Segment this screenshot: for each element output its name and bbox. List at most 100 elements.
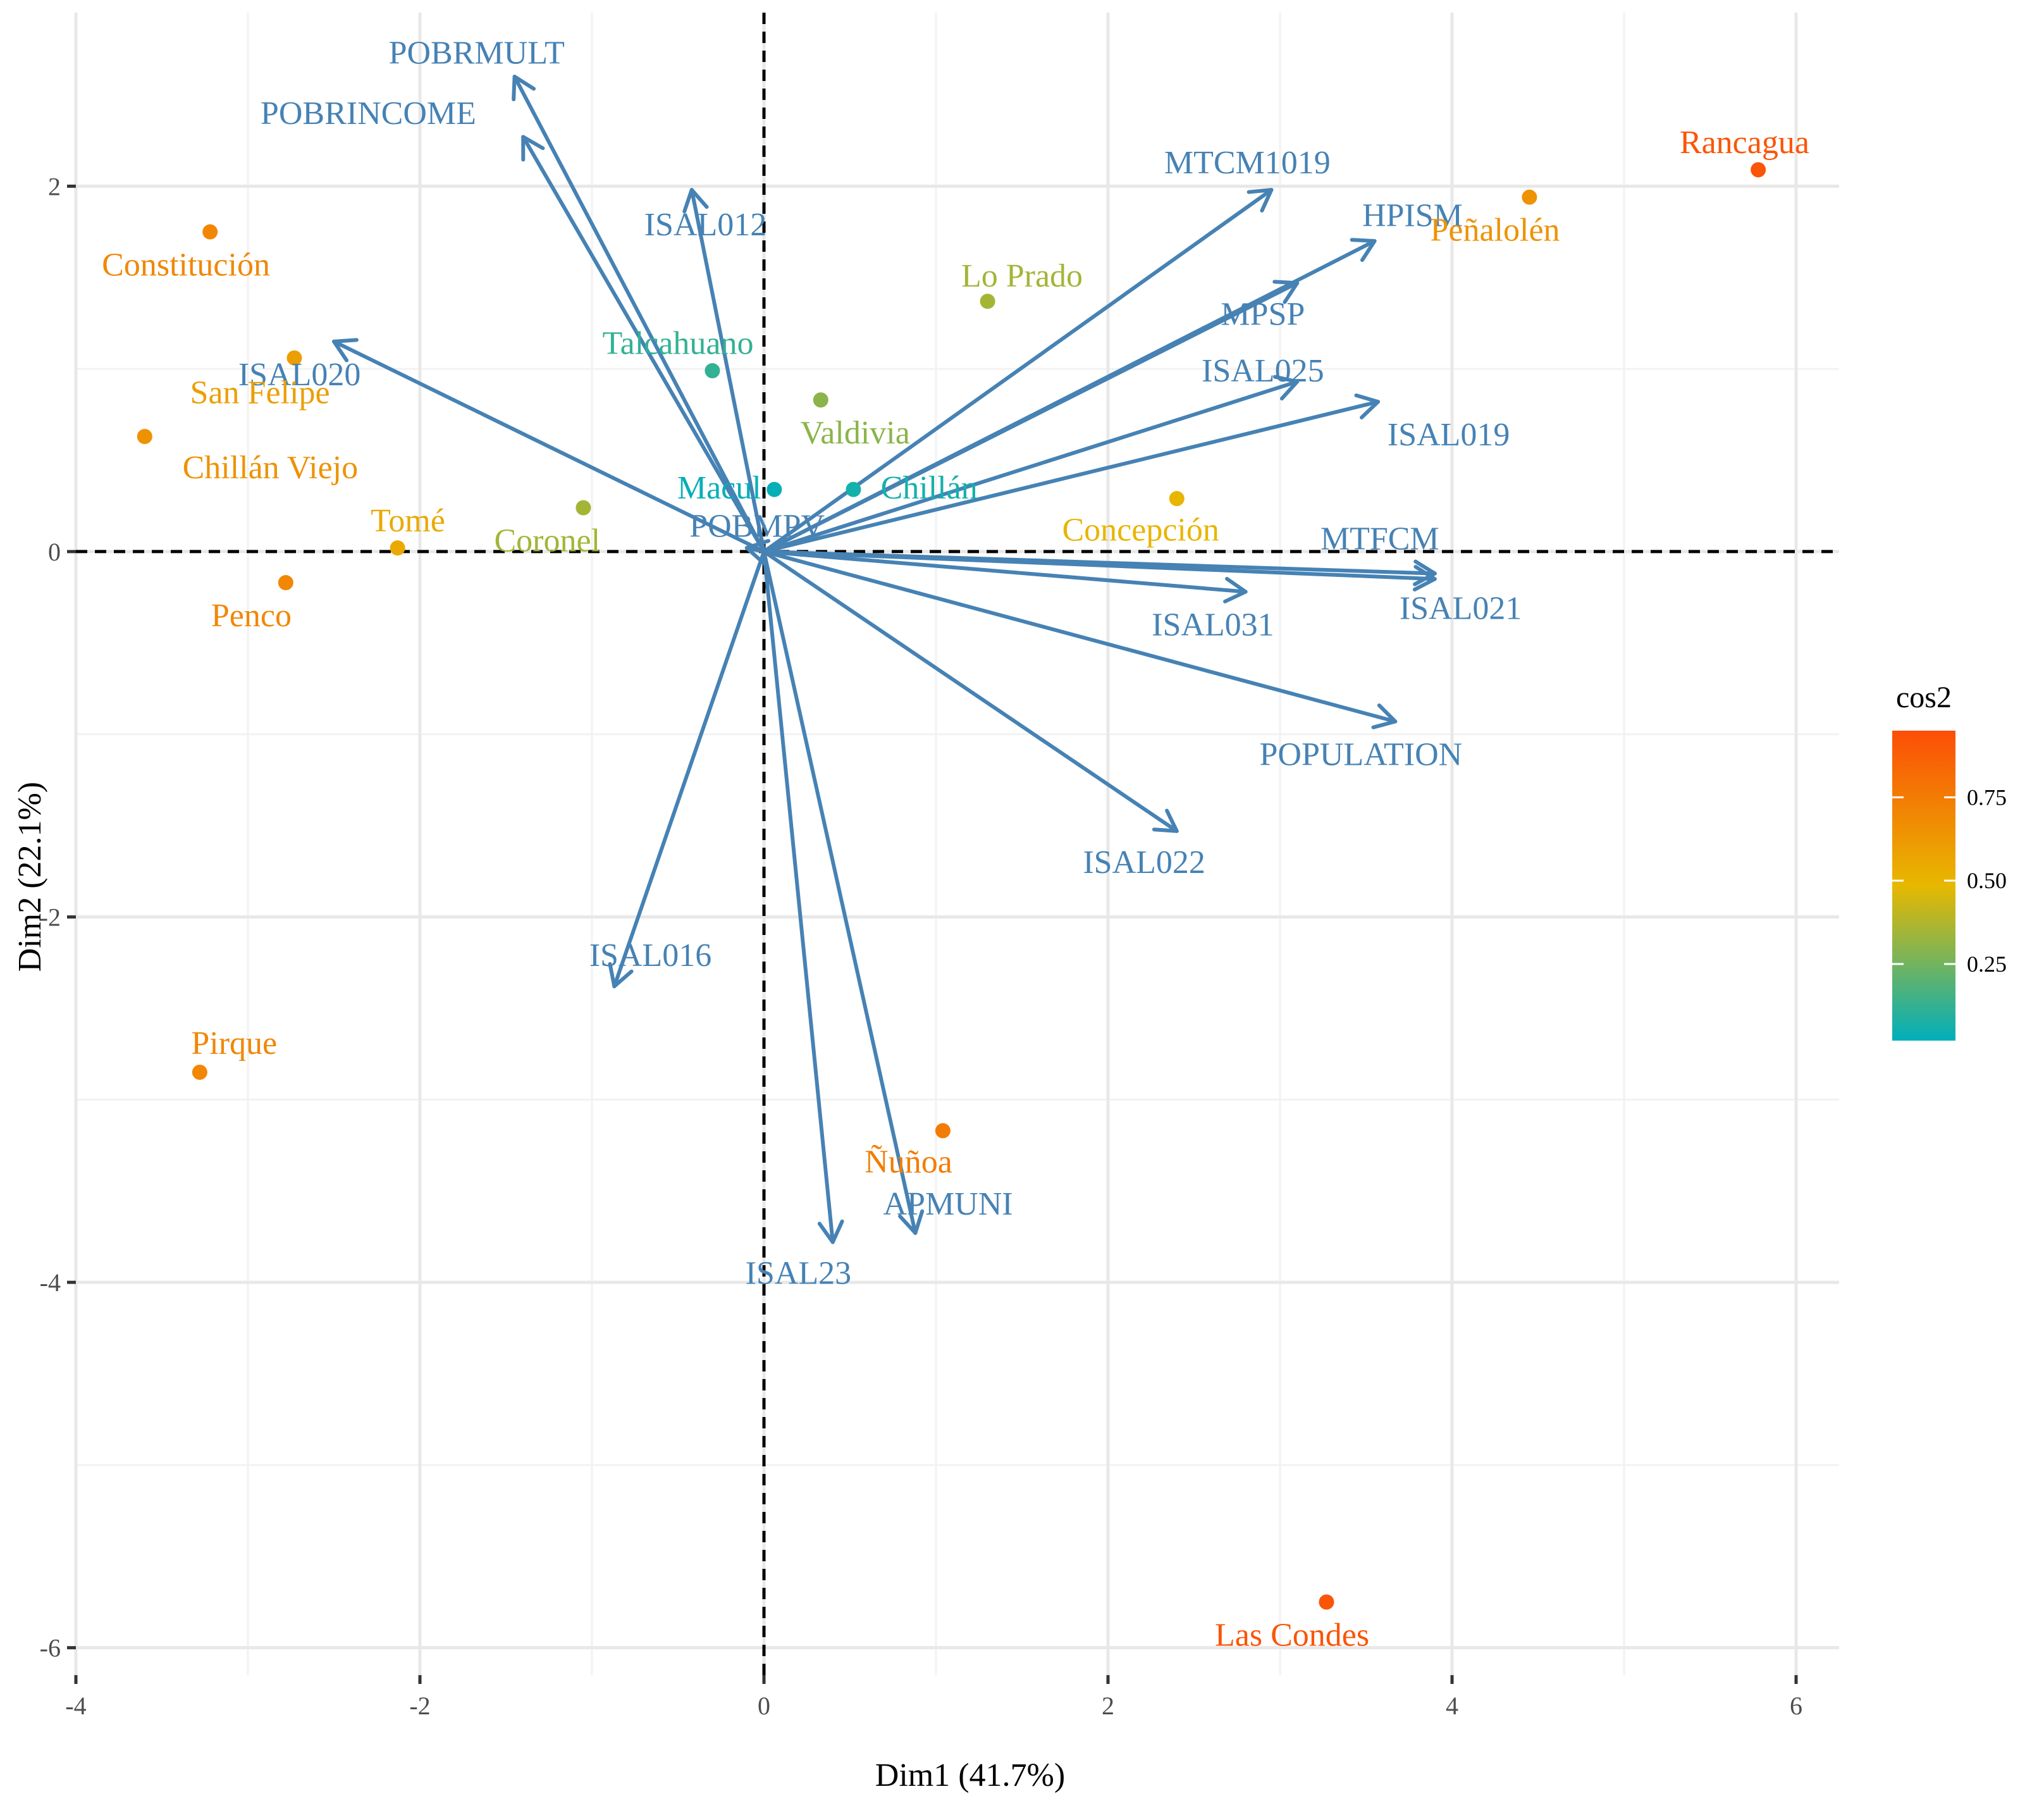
variable-label-pobmpv: POBMPV	[689, 509, 825, 545]
variable-label-isal019: ISAL019	[1388, 417, 1510, 453]
individual-label: Pirque	[191, 1025, 277, 1061]
arrow-isal019	[762, 393, 1381, 554]
arrow-shaft	[762, 549, 835, 1244]
point-individual	[192, 1064, 207, 1080]
arrow-head	[332, 338, 359, 362]
arrow-head	[1354, 393, 1381, 419]
y-tick-label: -4	[40, 1268, 61, 1297]
arrow-shaft	[521, 135, 766, 554]
arrow-isal016	[608, 549, 766, 989]
arrow-shaft	[689, 188, 766, 554]
arrow-pobrincome	[521, 135, 766, 554]
individual-label: Macul	[677, 470, 761, 506]
arrow-head	[898, 1209, 925, 1235]
arrow-isal031	[762, 549, 1248, 603]
point-individual	[935, 1123, 951, 1139]
individual-label: Talcahuano	[603, 326, 754, 362]
x-axis-title: Dim1 (41.7%)	[875, 1757, 1065, 1793]
variable-label-isal021: ISAL021	[1400, 590, 1522, 626]
y-tick-label: -2	[40, 903, 61, 932]
point-individual	[1522, 189, 1537, 205]
arrow-isal025	[762, 374, 1300, 554]
point-individual	[1319, 1594, 1334, 1610]
variable-label-isal23: ISAL23	[746, 1256, 852, 1292]
individual-label: Las Condes	[1215, 1617, 1369, 1653]
individual-label: Chillán Viejo	[183, 450, 359, 486]
individual-label: Valdivia	[801, 415, 910, 451]
point-individual	[1751, 162, 1766, 178]
x-tick-label: 6	[1790, 1692, 1802, 1720]
arrow-shaft	[332, 339, 766, 554]
arrow-shaft	[762, 549, 1179, 833]
arrow-shaft	[762, 400, 1381, 554]
arrow-head	[512, 75, 536, 102]
point-individual	[766, 481, 782, 497]
arrow-shaft	[762, 549, 1248, 594]
legend-title: cos2	[1896, 681, 1952, 714]
arrow-isal23	[762, 549, 844, 1244]
variable-label-apmuni: APMUNI	[883, 1186, 1013, 1222]
point-individual	[390, 540, 405, 556]
arrow-head	[1272, 280, 1300, 304]
y-tick-label: 2	[48, 172, 61, 201]
y-tick-label: 0	[48, 538, 61, 566]
variable-label-mtfcm: MTFCM	[1321, 521, 1439, 557]
arrow-shaft	[762, 549, 1398, 724]
arrow-head	[608, 962, 634, 989]
variable-label-isal031: ISAL031	[1152, 607, 1274, 643]
legend-break-label: 0.75	[1967, 784, 2007, 810]
individual-label: Constitución	[102, 247, 270, 283]
variable-label-isal020: ISAL020	[238, 357, 361, 393]
arrow-shaft	[612, 549, 766, 989]
variable-label-isal012: ISAL012	[644, 207, 767, 243]
arrow-head	[682, 188, 709, 214]
y-axis-title: Dim2 (22.1%)	[12, 782, 48, 972]
arrow-head	[1350, 238, 1377, 263]
variable-label-mtcm1019: MTCM1019	[1164, 145, 1331, 181]
legend-break-label: 0.50	[1967, 868, 2007, 893]
variable-label-pobrmult: POBRMULT	[389, 35, 565, 71]
x-tick-label: -2	[409, 1692, 430, 1720]
arrow-isal021	[762, 549, 1437, 586]
individual-label: Lo Prado	[961, 258, 1083, 294]
axes: -4 -2 0 2 4 6 -6 -4 -2 0 2	[40, 172, 1802, 1720]
point-individual	[813, 392, 828, 408]
arrow-shaft	[762, 281, 1300, 554]
point-individual	[286, 350, 302, 366]
arrow-isal012	[682, 188, 766, 554]
arrow-head	[1247, 188, 1274, 213]
arrow-population	[762, 549, 1398, 729]
point-individual	[137, 428, 152, 444]
arrow-shaft	[762, 380, 1300, 554]
point-individual	[705, 363, 720, 379]
individual-label: Ñuñoa	[865, 1144, 952, 1180]
point-individual	[278, 575, 293, 591]
variable-label-isal016: ISAL016	[589, 938, 712, 974]
variable-label-pobrincome: POBRINCOME	[261, 96, 476, 132]
x-tick-label: 0	[758, 1692, 770, 1720]
arrow-shaft	[762, 549, 1437, 576]
individual-label: Coronel	[495, 523, 601, 559]
point-individual	[846, 481, 861, 497]
arrow-pobmpv	[744, 539, 771, 566]
arrow-head	[521, 135, 545, 162]
arrow-shaft	[512, 75, 766, 554]
legend-break-label: 0.25	[1967, 951, 2007, 977]
arrow-head	[1223, 576, 1248, 603]
point-individual	[576, 500, 591, 516]
individual-label: Concepción	[1062, 512, 1219, 548]
arrow-head	[1371, 703, 1398, 729]
individual-label: Tomé	[371, 503, 445, 539]
arrow-mpsp	[762, 280, 1300, 554]
arrow-head	[1273, 374, 1300, 400]
point-individual	[202, 224, 218, 240]
arrow-head	[744, 539, 771, 566]
color-legend: cos2 0.25 0.50 0.75	[1892, 681, 2007, 1041]
reference-lines	[76, 13, 1839, 1675]
variable-arrows	[332, 75, 1437, 1244]
y-tick-label: -6	[40, 1634, 61, 1662]
arrow-head	[817, 1219, 844, 1244]
point-labels: POBRMULT POBRINCOME ISAL012 ISAL020 MTCM1019…	[102, 35, 1809, 1654]
individual-label: Rancagua	[1680, 125, 1809, 161]
